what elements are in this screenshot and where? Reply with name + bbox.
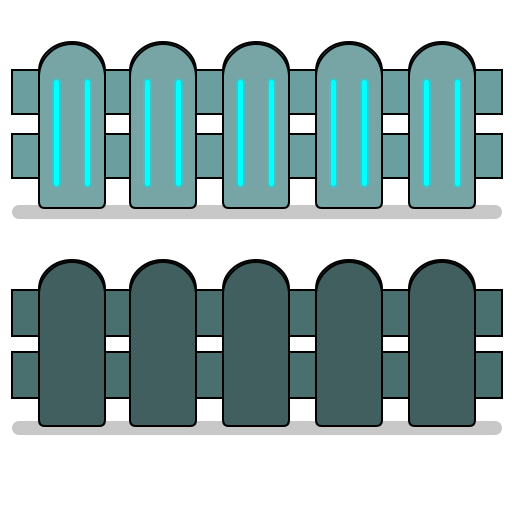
glow-strip (54, 80, 59, 186)
glow-strip (362, 80, 367, 186)
fence-post (408, 41, 476, 209)
fence-post (222, 259, 290, 427)
fence-post (408, 259, 476, 427)
fence-post-body (408, 261, 476, 427)
fence-row-lit (11, 41, 503, 219)
glow-strip (424, 80, 429, 186)
fence-post-body (38, 261, 106, 427)
fence-post (222, 41, 290, 209)
fence-row-unlit (11, 259, 503, 435)
fence-post-body (129, 261, 197, 427)
fence-post-body (315, 261, 383, 427)
glow-strip (331, 80, 336, 186)
fence-post (38, 259, 106, 427)
glow-strip (269, 80, 274, 186)
glow-strip (145, 80, 150, 186)
fence-post (315, 41, 383, 209)
fence-post (129, 41, 197, 209)
fence-post-body (129, 43, 197, 209)
fence-post-body (408, 43, 476, 209)
glow-strip (85, 80, 90, 186)
fence-post (315, 259, 383, 427)
fence-post-body (222, 43, 290, 209)
fence-post (129, 259, 197, 427)
fence-post-body (38, 43, 106, 209)
fence-post-body (315, 43, 383, 209)
glow-strip (455, 80, 460, 186)
glow-strip (176, 80, 181, 186)
fence-post (38, 41, 106, 209)
fence-post-body (222, 261, 290, 427)
glow-strip (238, 80, 243, 186)
